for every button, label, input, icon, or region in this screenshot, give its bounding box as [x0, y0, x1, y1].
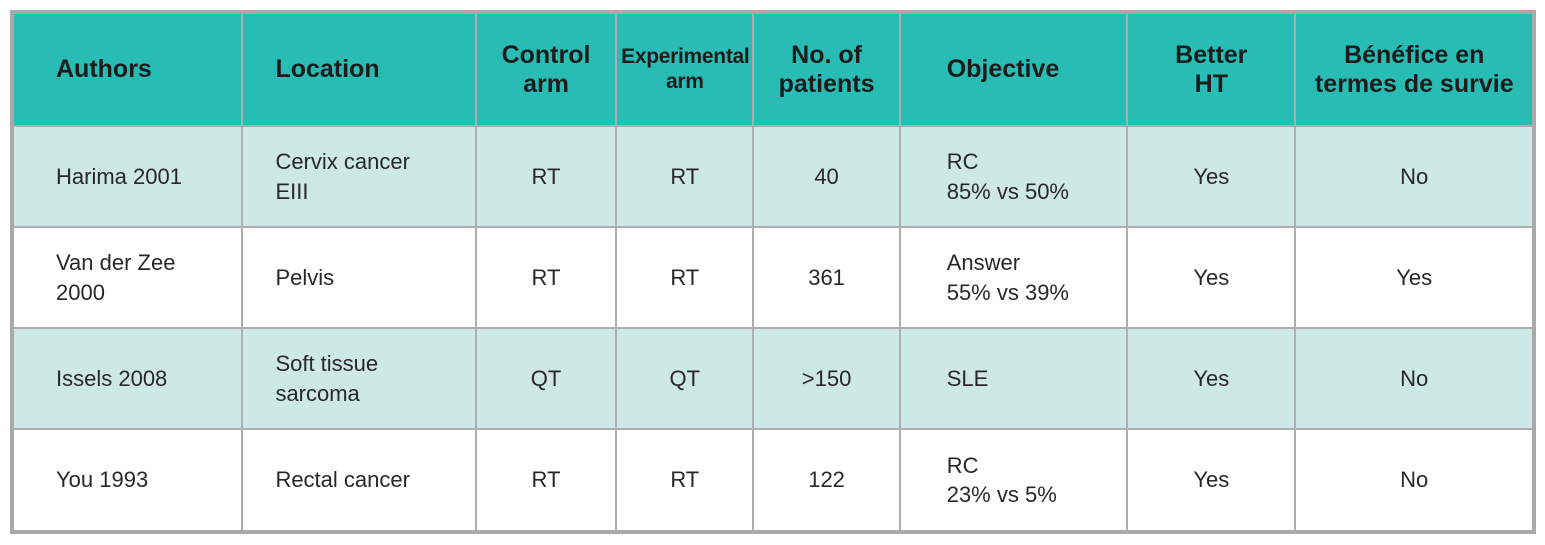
cell-experimental-arm: QT	[615, 327, 755, 430]
cell-location: Soft tissue sarcoma	[241, 327, 477, 430]
cell-location: Rectal cancer	[241, 428, 477, 530]
cell-benefice-survie: No	[1294, 327, 1532, 430]
cell-experimental-arm: RT	[615, 428, 755, 530]
cell-experimental-arm: RT	[615, 125, 755, 228]
cell-authors: Issels 2008	[14, 327, 244, 430]
cell-better-ht: Yes	[1126, 327, 1297, 430]
study-table-frame: Authors Location Control arm Experimenta…	[10, 10, 1536, 534]
table-row-van-der-zee-2000: Van der Zee 2000 Pelvis RT RT 361 Answer…	[14, 226, 1532, 329]
col-header-benefice-survie: Bénéfice en termes de survie	[1294, 14, 1532, 127]
col-header-authors: Authors	[14, 14, 244, 127]
cell-location: Cervix cancer EIII	[241, 125, 477, 228]
cell-control-arm: RT	[474, 428, 618, 530]
cell-objective: Answer 55% vs 39%	[898, 226, 1129, 329]
table-row-you-1993: You 1993 Rectal cancer RT RT 122 RC 23% …	[14, 428, 1532, 530]
cell-objective: SLE	[898, 327, 1129, 430]
cell-objective: RC 85% vs 50%	[898, 125, 1129, 228]
cell-control-arm: RT	[474, 125, 618, 228]
hyperthermia-studies-table: Authors Location Control arm Experimenta…	[14, 14, 1532, 530]
cell-benefice-survie: Yes	[1294, 226, 1532, 329]
col-header-control-arm: Control arm	[474, 14, 618, 127]
cell-no-of-patients: >150	[752, 327, 901, 430]
table-header: Authors Location Control arm Experimenta…	[14, 14, 1532, 127]
cell-better-ht: Yes	[1126, 428, 1297, 530]
col-header-objective: Objective	[898, 14, 1129, 127]
cell-benefice-survie: No	[1294, 428, 1532, 530]
header-row: Authors Location Control arm Experimenta…	[14, 14, 1532, 127]
cell-authors: You 1993	[14, 428, 244, 530]
cell-objective: RC 23% vs 5%	[898, 428, 1129, 530]
cell-better-ht: Yes	[1126, 226, 1297, 329]
cell-no-of-patients: 361	[752, 226, 901, 329]
cell-authors: Harima 2001	[14, 125, 244, 228]
cell-control-arm: RT	[474, 226, 618, 329]
cell-benefice-survie: No	[1294, 125, 1532, 228]
cell-location: Pelvis	[241, 226, 477, 329]
col-header-location: Location	[241, 14, 477, 127]
cell-control-arm: QT	[474, 327, 618, 430]
cell-authors: Van der Zee 2000	[14, 226, 244, 329]
table-row-issels-2008: Issels 2008 Soft tissue sarcoma QT QT >1…	[14, 327, 1532, 430]
col-header-no-of-patients: No. of patients	[752, 14, 901, 127]
cell-no-of-patients: 122	[752, 428, 901, 530]
table-body: Harima 2001 Cervix cancer EIII RT RT 40 …	[14, 125, 1532, 530]
cell-experimental-arm: RT	[615, 226, 755, 329]
cell-no-of-patients: 40	[752, 125, 901, 228]
col-header-better-ht: Better HT	[1126, 14, 1297, 127]
cell-better-ht: Yes	[1126, 125, 1297, 228]
table-row-harima-2001: Harima 2001 Cervix cancer EIII RT RT 40 …	[14, 125, 1532, 228]
col-header-experimental-arm: Experimental arm	[615, 14, 755, 127]
